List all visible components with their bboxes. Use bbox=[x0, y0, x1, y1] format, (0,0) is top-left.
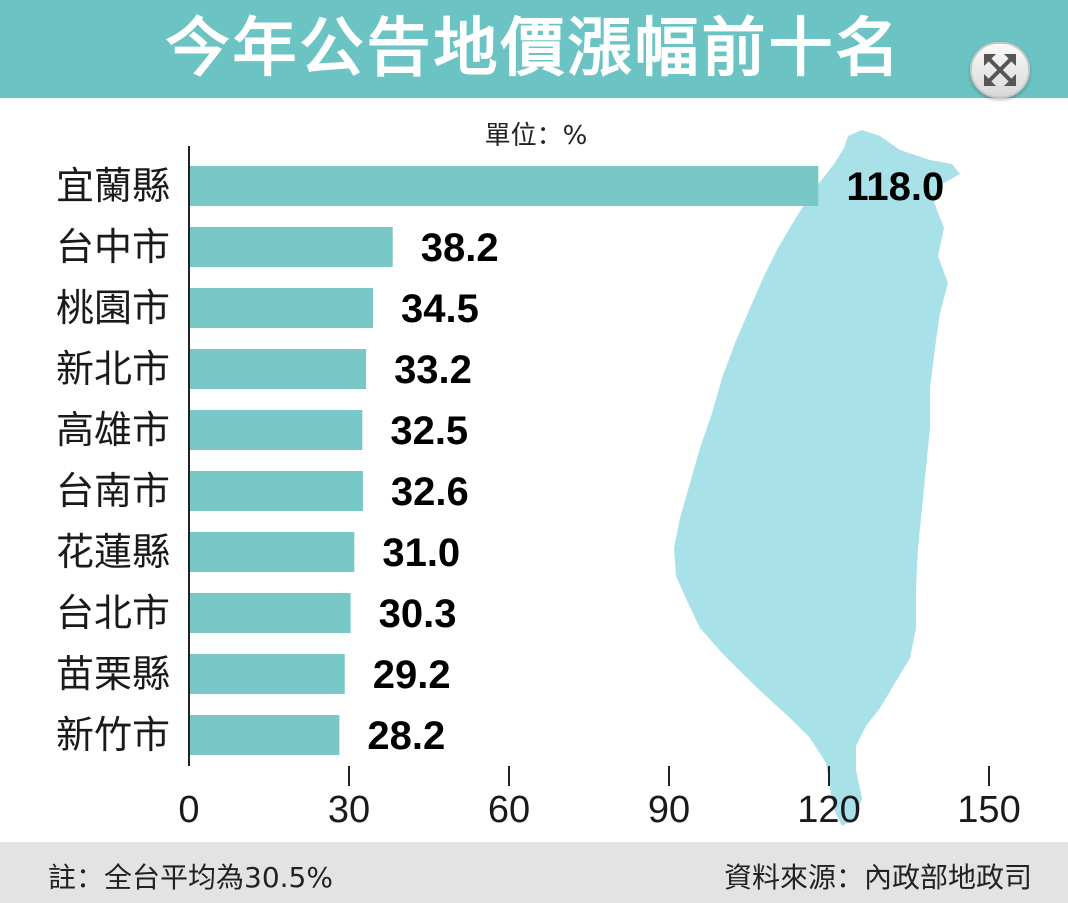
value-label: 32.6 bbox=[391, 470, 469, 514]
category-label: 台中市 bbox=[56, 225, 170, 269]
chart-title: 今年公告地價漲幅前十名 bbox=[165, 12, 903, 86]
source-credit: 資料來源：內政部地政司 bbox=[723, 861, 1032, 894]
bar bbox=[189, 288, 373, 328]
value-label: 34.5 bbox=[401, 287, 479, 331]
bar bbox=[189, 593, 351, 633]
bar bbox=[189, 715, 340, 755]
x-tick-label: 90 bbox=[648, 789, 690, 831]
bar bbox=[189, 471, 363, 511]
average-note: 註：全台平均為30.5% bbox=[48, 861, 333, 894]
category-label: 台北市 bbox=[56, 591, 170, 635]
category-label: 宜蘭縣 bbox=[56, 164, 170, 208]
expand-arrows-icon bbox=[984, 54, 1016, 86]
category-label: 新北市 bbox=[56, 347, 170, 391]
x-tick-label: 60 bbox=[488, 789, 530, 831]
value-label: 29.2 bbox=[373, 653, 451, 697]
bar bbox=[189, 654, 345, 694]
expand-button[interactable] bbox=[970, 42, 1030, 98]
category-label: 苗栗縣 bbox=[56, 652, 170, 696]
category-label: 新竹市 bbox=[56, 713, 170, 757]
bar bbox=[189, 227, 393, 267]
value-label: 33.2 bbox=[394, 348, 472, 392]
bar bbox=[189, 410, 363, 450]
category-label: 台南市 bbox=[56, 469, 170, 513]
category-label: 高雄市 bbox=[56, 408, 170, 452]
bar bbox=[189, 166, 819, 206]
bar bbox=[189, 532, 355, 572]
value-label: 32.5 bbox=[390, 409, 468, 453]
category-label: 桃園市 bbox=[56, 286, 170, 330]
value-label: 118.0 bbox=[846, 165, 944, 209]
value-label: 30.3 bbox=[379, 592, 457, 636]
value-label: 38.2 bbox=[421, 226, 499, 270]
taiwan-map-icon bbox=[674, 130, 960, 826]
title-bar: 今年公告地價漲幅前十名 bbox=[0, 0, 1068, 98]
x-tick-label: 0 bbox=[178, 789, 199, 831]
unit-label: 單位：% bbox=[485, 121, 588, 151]
x-tick-label: 150 bbox=[957, 789, 1020, 831]
category-label: 花蓮縣 bbox=[56, 530, 170, 574]
value-label: 31.0 bbox=[382, 531, 460, 575]
x-tick-label: 30 bbox=[328, 789, 370, 831]
footer: 註：全台平均為30.5% 資料來源：內政部地政司 bbox=[0, 842, 1068, 903]
bar-chart: 宜蘭縣 118.0 台中市 38.2 桃園市 34.5 新北市 33.2 高雄市 32.5 台南市 3… bbox=[56, 121, 1021, 831]
value-label: 28.2 bbox=[367, 714, 445, 758]
bar bbox=[189, 349, 367, 389]
x-tick-label: 120 bbox=[797, 789, 860, 831]
